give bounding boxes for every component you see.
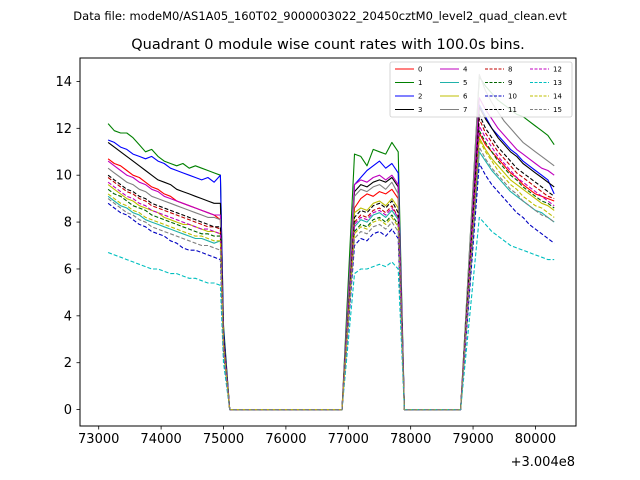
x-offset-label: +3.004e8 — [511, 455, 575, 470]
legend-label-10: 10 — [508, 93, 517, 101]
series-line-9 — [107, 130, 555, 411]
series-line-12 — [107, 125, 555, 411]
legend-label-1: 1 — [418, 79, 422, 87]
x-tick-label: 79000 — [452, 432, 493, 447]
legend-label-2: 2 — [418, 93, 422, 101]
legend-label-4: 4 — [463, 66, 468, 74]
series-line-15 — [107, 146, 555, 411]
x-tick-label: 80000 — [515, 432, 556, 447]
plot-frame — [79, 57, 577, 427]
legend-label-15: 15 — [553, 106, 562, 114]
legend-label-5: 5 — [463, 79, 467, 87]
series-line-4 — [107, 97, 555, 411]
legend-label-12: 12 — [553, 66, 562, 74]
x-tick-label: 75000 — [203, 432, 244, 447]
y-tick-label: 4 — [64, 309, 72, 324]
legend-label-3: 3 — [418, 106, 422, 114]
x-tick-label: 76000 — [265, 432, 306, 447]
series-line-1 — [107, 76, 555, 411]
x-axis: 73000 74000 75000 76000 77000 78000 79000 80000 — [78, 426, 556, 447]
y-tick-label: 12 — [55, 122, 72, 137]
y-axis: 0 2 4 6 8 10 12 14 — [55, 75, 80, 418]
legend-label-7: 7 — [463, 106, 467, 114]
x-tick-label: 77000 — [328, 432, 369, 447]
x-tick-label: 73000 — [78, 432, 119, 447]
y-tick-label: 6 — [64, 262, 72, 277]
series-line-8 — [107, 118, 555, 411]
y-tick-label: 2 — [64, 356, 72, 371]
legend-label-8: 8 — [508, 66, 512, 74]
plot-lines — [107, 73, 555, 411]
y-tick-label: 0 — [64, 403, 72, 418]
legend-label-0: 0 — [418, 66, 422, 74]
series-line-0 — [107, 132, 555, 411]
series-line-13 — [107, 216, 555, 411]
y-tick-label: 8 — [64, 216, 72, 231]
legend-box — [389, 61, 573, 118]
legend-label-14: 14 — [553, 93, 562, 101]
y-tick-label: 14 — [55, 75, 72, 90]
legend-label-13: 13 — [553, 79, 562, 87]
series-line-5 — [107, 151, 555, 411]
series-line-11 — [107, 113, 555, 411]
x-tick-label: 74000 — [140, 432, 181, 447]
series-line-14 — [107, 139, 555, 411]
suptitle: Data file: modeM0/AS1A05_160T02_90000030… — [73, 9, 567, 23]
legend-label-11: 11 — [508, 106, 517, 114]
legend-label-9: 9 — [508, 79, 512, 87]
chart-title: Quadrant 0 module wise count rates with … — [131, 37, 525, 53]
series-line-2 — [107, 104, 555, 411]
x-tick-label: 78000 — [390, 432, 431, 447]
y-tick-label: 10 — [55, 169, 72, 184]
legend-label-6: 6 — [463, 93, 468, 101]
